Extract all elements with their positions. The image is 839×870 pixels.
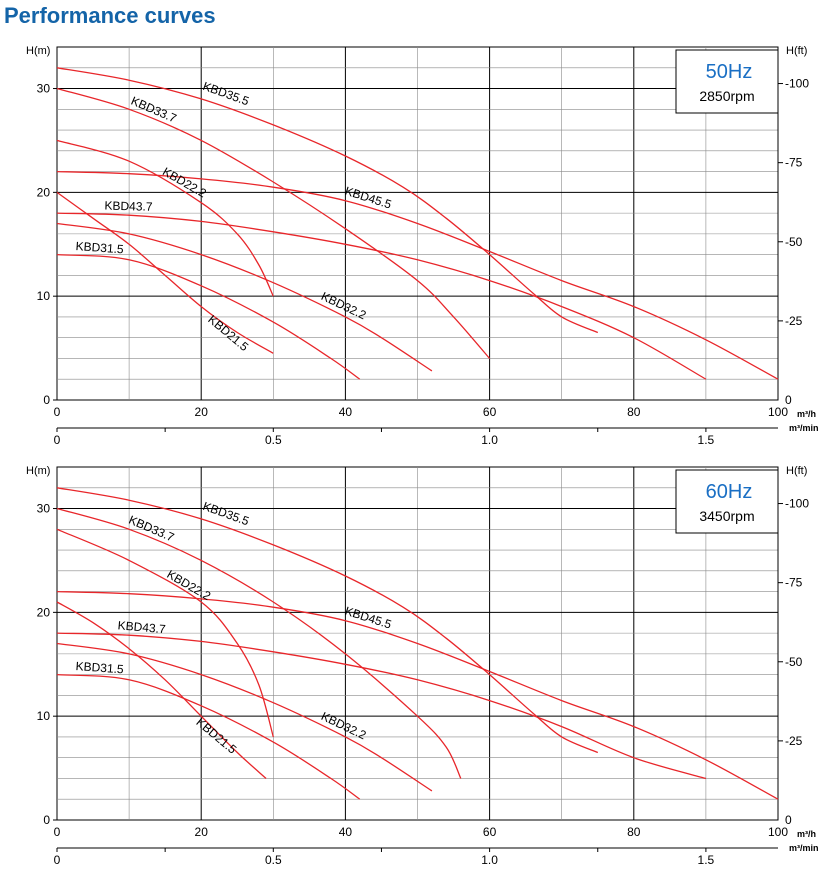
series-label-kbd32-2: KBD32.2 (319, 289, 369, 322)
x-tick-label: 20 (195, 825, 209, 839)
y-tick-label: 20 (37, 605, 51, 619)
x2-tick-label: 0 (54, 853, 61, 867)
curve-kbd33-7 (56, 87, 491, 359)
x-tick-label: 40 (339, 405, 353, 419)
series-label-kbd33-7: KBD33.7 (127, 513, 177, 545)
page-title: Performance curves (4, 3, 216, 28)
y2-tick-label: -50 (785, 655, 803, 669)
curve-kbd31-5 (56, 673, 361, 800)
flow-unit-hour: m³/h (797, 829, 816, 839)
x2-tick-label: 1.5 (698, 433, 715, 447)
curve-kbd33-7 (56, 507, 462, 779)
x-tick-label: 40 (339, 825, 353, 839)
curve-kbd21-5 (56, 191, 274, 354)
flow-unit-hour: m³/h (797, 409, 816, 419)
flow-unit-min: m³/min (789, 843, 819, 853)
speed-label: 2850rpm (699, 88, 754, 104)
series-label-kbd33-7: KBD33.7 (129, 94, 179, 126)
series-label-kbd21-5: KBD21.5 (205, 312, 251, 354)
x-tick-label: 20 (195, 405, 209, 419)
y2-tick-label: -100 (785, 77, 809, 91)
y2-tick-label: 0 (785, 393, 792, 407)
frequency-label: 50Hz (706, 61, 753, 83)
x2-tick-label: 0.5 (265, 853, 282, 867)
x-tick-label: 100 (768, 825, 788, 839)
curve-kbd43-7 (56, 212, 707, 380)
y2-tick-label: -25 (785, 734, 803, 748)
curves (56, 487, 779, 800)
x2-tick-label: 0 (54, 433, 61, 447)
x2-tick-label: 1.0 (481, 433, 498, 447)
series-label-kbd35-5: KBD35.5 (201, 499, 251, 529)
y-tick-label: 10 (37, 289, 51, 303)
right-axis-label: H(ft) (786, 45, 807, 57)
curve-kbd21-5 (56, 601, 267, 779)
series-label-kbd31-5: KBD31.5 (75, 239, 124, 256)
series-label-kbd31-5: KBD31.5 (75, 659, 124, 676)
y-tick-label: 0 (43, 813, 50, 827)
y-tick-label: 30 (37, 502, 51, 516)
left-axis-label: H(m) (26, 465, 50, 477)
x2-tick-label: 1.5 (698, 853, 715, 867)
y-tick-label: 10 (37, 709, 51, 723)
info-box: 50Hz 2850rpm (675, 49, 779, 114)
curve-kbd22-2 (56, 139, 274, 297)
series-label-kbd35-5: KBD35.5 (201, 79, 251, 109)
y2-tick-label: 0 (785, 813, 792, 827)
x-tick-label: 0 (54, 825, 61, 839)
x-tick-label: 0 (54, 405, 61, 419)
y-tick-label: 20 (37, 185, 51, 199)
grid (56, 466, 779, 821)
speed-label: 3450rpm (699, 508, 754, 524)
curve-kbd32-2 (56, 642, 433, 792)
curve-kbd35-5 (56, 67, 599, 334)
left-axis-label: H(m) (26, 45, 50, 57)
y2-tick-label: -75 (785, 576, 803, 590)
curve-kbd31-5 (56, 253, 361, 380)
y-tick-label: 0 (43, 393, 50, 407)
x-tick-label: 60 (483, 405, 497, 419)
flow-unit-min: m³/min (789, 423, 819, 433)
y-tick-label: 30 (37, 82, 51, 96)
info-box: 60Hz 3450rpm (675, 469, 779, 534)
x-tick-label: 80 (627, 405, 641, 419)
curve-kbd45-5 (56, 590, 779, 800)
curve-kbd45-5 (56, 170, 779, 380)
series-label-kbd43-7: KBD43.7 (104, 199, 153, 214)
x-tick-label: 100 (768, 405, 788, 419)
curve-kbd22-2 (56, 528, 274, 738)
x-tick-label: 60 (483, 825, 497, 839)
frequency-label: 60Hz (706, 481, 753, 503)
curves (56, 67, 779, 380)
series-label-kbd21-5: KBD21.5 (193, 715, 239, 757)
y2-tick-label: -25 (785, 314, 803, 328)
series-label-kbd43-7: KBD43.7 (117, 618, 166, 636)
x-tick-label: 80 (627, 825, 641, 839)
curve-kbd35-5 (56, 487, 599, 754)
series-label-kbd32-2: KBD32.2 (319, 709, 369, 742)
x2-tick-label: 1.0 (481, 853, 498, 867)
grid (56, 46, 779, 401)
y2-tick-label: -100 (785, 497, 809, 511)
x2-tick-label: 0.5 (265, 433, 282, 447)
right-axis-label: H(ft) (786, 465, 807, 477)
y2-tick-label: -50 (785, 235, 803, 249)
y2-tick-label: -75 (785, 156, 803, 170)
curve-kbd43-7 (56, 632, 707, 780)
curve-kbd32-2 (56, 222, 433, 372)
